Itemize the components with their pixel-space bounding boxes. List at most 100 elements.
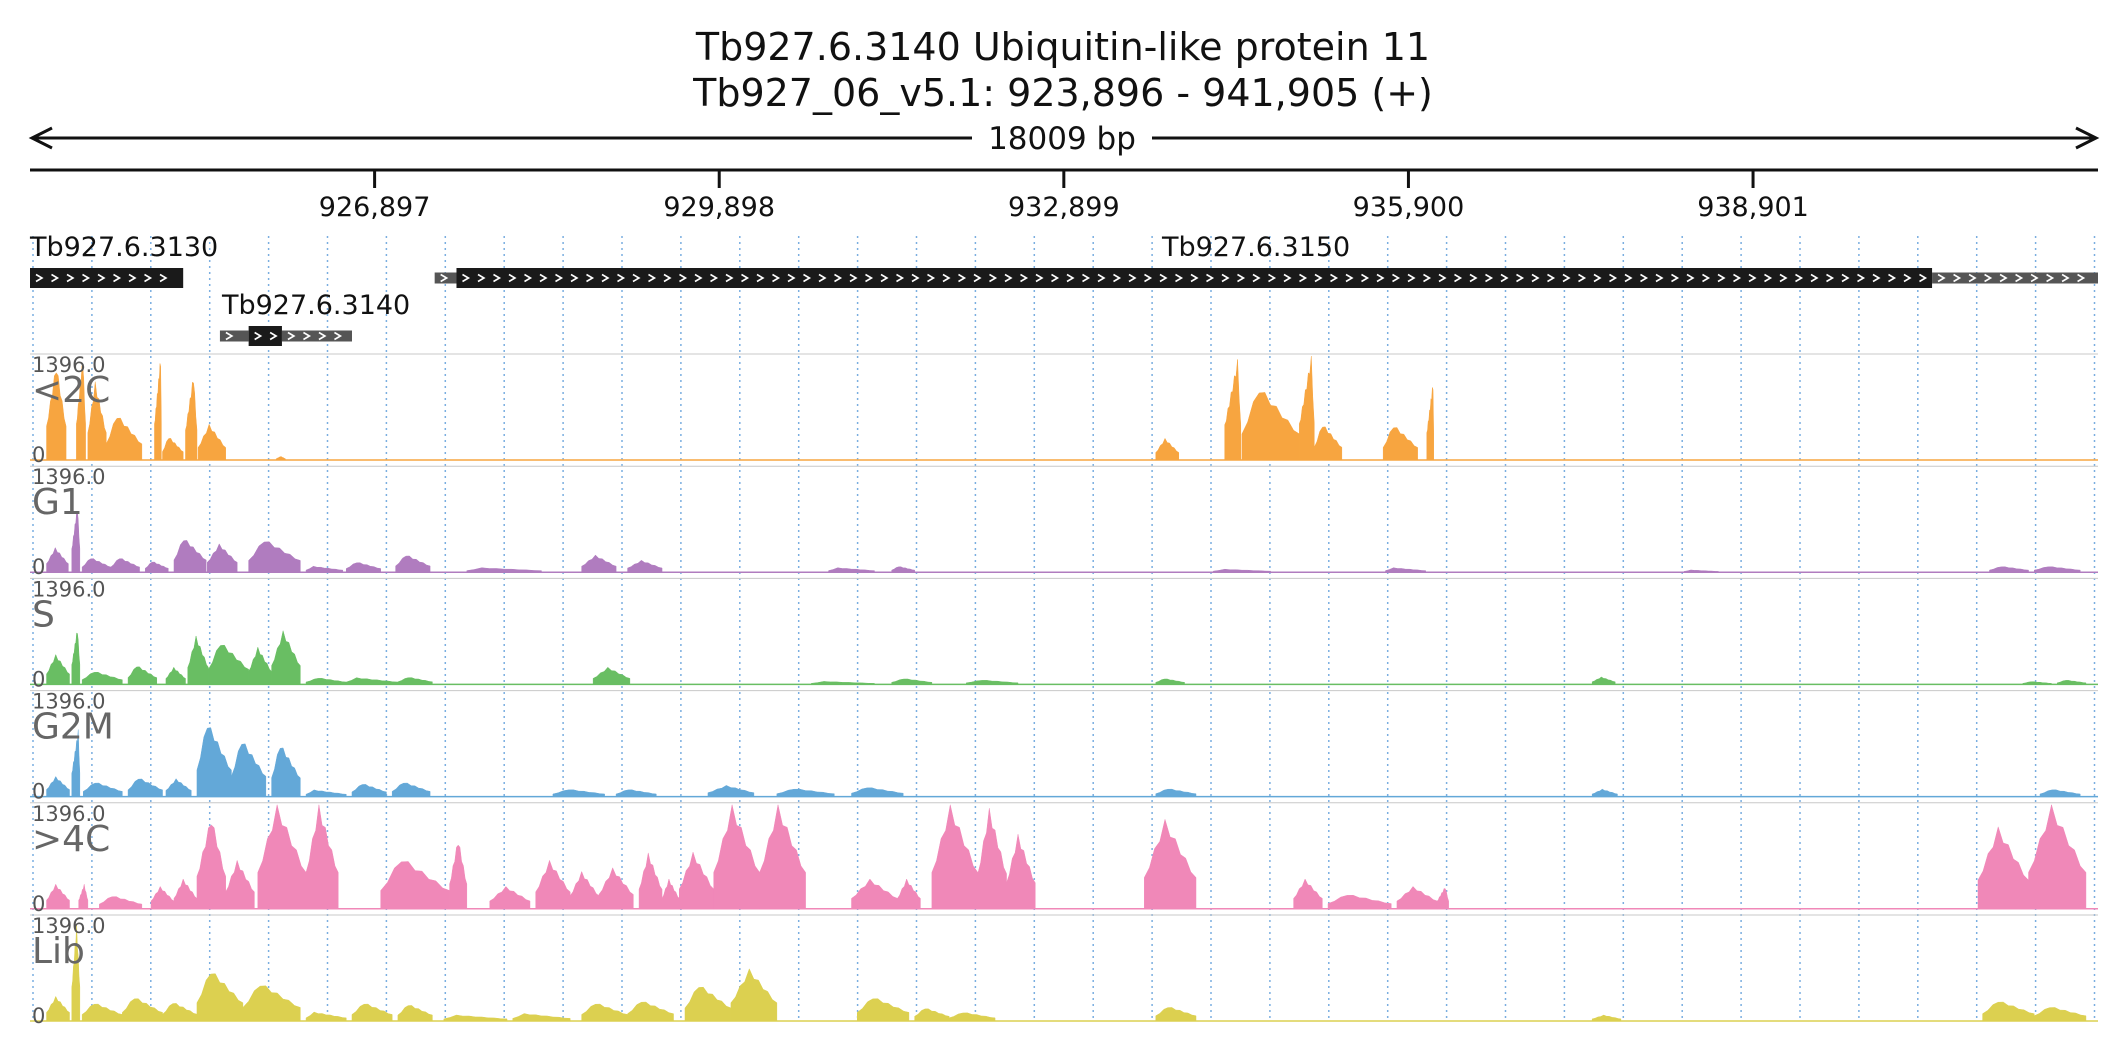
strand-chevron — [1345, 273, 1354, 283]
strand-chevron — [942, 273, 951, 283]
track-max-label: 1396.0 — [32, 914, 105, 938]
coverage-peak — [78, 884, 89, 910]
coverage-peak — [707, 785, 755, 797]
strand-chevron — [632, 273, 641, 283]
track-min-label: 0 — [32, 555, 45, 579]
coverage-peak — [162, 1003, 198, 1022]
coverage-peak — [99, 896, 143, 910]
x-tick-label: 935,900 — [1353, 192, 1465, 223]
coverage-peak — [1155, 788, 1197, 797]
coverage-peak — [1224, 359, 1242, 461]
coverage-peak — [1327, 895, 1392, 910]
strand-chevron — [570, 273, 579, 283]
strand-chevron — [493, 273, 502, 283]
coverage-peak — [856, 998, 910, 1022]
coverage-peak — [122, 998, 163, 1022]
coverage-peak — [305, 804, 339, 910]
coverage-peak — [1591, 1014, 1622, 1022]
coverage-peak — [110, 558, 140, 573]
strand-chevron — [254, 331, 263, 341]
strand-chevron — [1392, 273, 1401, 283]
strand-chevron — [1733, 273, 1742, 283]
strand-chevron — [1702, 273, 1711, 283]
coverage-peak — [1385, 567, 1426, 573]
coverage-peak — [897, 878, 921, 910]
coverage-peak — [512, 1013, 571, 1022]
strand-chevron — [756, 273, 765, 283]
strand-chevron — [1609, 273, 1618, 283]
coverage-peak — [966, 680, 1019, 685]
coverage-peak — [305, 1011, 347, 1022]
gene-segment — [248, 326, 282, 346]
strand-chevron — [51, 273, 60, 283]
track-name: <2C — [32, 370, 110, 411]
coverage-peak — [391, 782, 431, 797]
strand-chevron — [1872, 273, 1881, 283]
x-tick-label: 932,899 — [1008, 192, 1120, 223]
coverage-peak — [730, 968, 778, 1022]
strand-chevron — [849, 273, 858, 283]
coverage-peak — [811, 681, 875, 685]
track-max-label: 1396.0 — [32, 465, 105, 489]
coverage-peak — [638, 852, 663, 910]
track-min-label: 0 — [32, 892, 45, 916]
x-tick-label: 926,897 — [319, 192, 431, 223]
coverage-peak — [46, 883, 70, 910]
strand-chevron — [1438, 273, 1447, 283]
coverage-peak — [46, 775, 70, 797]
strand-chevron — [1190, 273, 1199, 283]
coverage-peak — [661, 878, 680, 910]
strand-chevron — [1237, 273, 1246, 283]
strand-chevron — [1485, 273, 1494, 283]
strand-chevron — [1779, 273, 1788, 283]
strand-chevron — [679, 273, 688, 283]
coverage-peak — [154, 363, 162, 461]
coverage-peak — [81, 1003, 123, 1022]
track-max-label: 1396.0 — [32, 353, 105, 377]
coverage-peak — [684, 986, 732, 1022]
strand-chevron — [334, 331, 343, 341]
coverage-peak — [397, 1005, 433, 1022]
strand-chevron — [1810, 273, 1819, 283]
strand-chevron — [97, 273, 106, 283]
strand-chevron — [710, 273, 719, 283]
coverage-peak — [187, 635, 209, 685]
strand-chevron — [818, 273, 827, 283]
strand-chevron — [303, 331, 312, 341]
coverage-peak — [145, 561, 169, 573]
strand-chevron — [741, 273, 750, 283]
span-arrow-left — [28, 126, 53, 150]
coverage-peak — [627, 559, 663, 573]
strand-chevron — [1144, 273, 1153, 283]
coverage-peak — [713, 804, 760, 910]
strand-chevron — [1128, 273, 1137, 283]
coverage-peak — [1293, 878, 1323, 910]
coverage-peak — [466, 567, 542, 573]
coverage-peak — [197, 423, 226, 461]
track-max-label: 1396.0 — [32, 802, 105, 826]
strand-chevron — [1407, 273, 1416, 283]
coverage-peak — [305, 678, 347, 685]
coverage-peak — [1982, 1001, 2035, 1022]
track-name: S — [32, 594, 55, 635]
coverage-peak — [914, 1008, 950, 1022]
gene-segment — [30, 268, 184, 288]
coverage-peak — [1436, 888, 1449, 910]
strand-chevron — [1795, 273, 1804, 283]
strand-chevron — [787, 273, 796, 283]
track-min-label: 0 — [32, 667, 45, 691]
strand-chevron — [1562, 273, 1571, 283]
strand-chevron — [287, 331, 296, 341]
strand-chevron — [1764, 273, 1773, 283]
strand-chevron — [1671, 273, 1680, 283]
strand-chevron — [1252, 273, 1261, 283]
coverage-peak — [81, 558, 112, 573]
coverage-peak — [535, 859, 571, 910]
strand-chevron — [1717, 273, 1726, 283]
coverage-peak — [552, 789, 605, 797]
track-name: Lib — [32, 931, 85, 972]
strand-chevron — [1423, 273, 1432, 283]
coverage-peak — [2056, 680, 2087, 685]
strand-chevron — [1020, 273, 1029, 283]
